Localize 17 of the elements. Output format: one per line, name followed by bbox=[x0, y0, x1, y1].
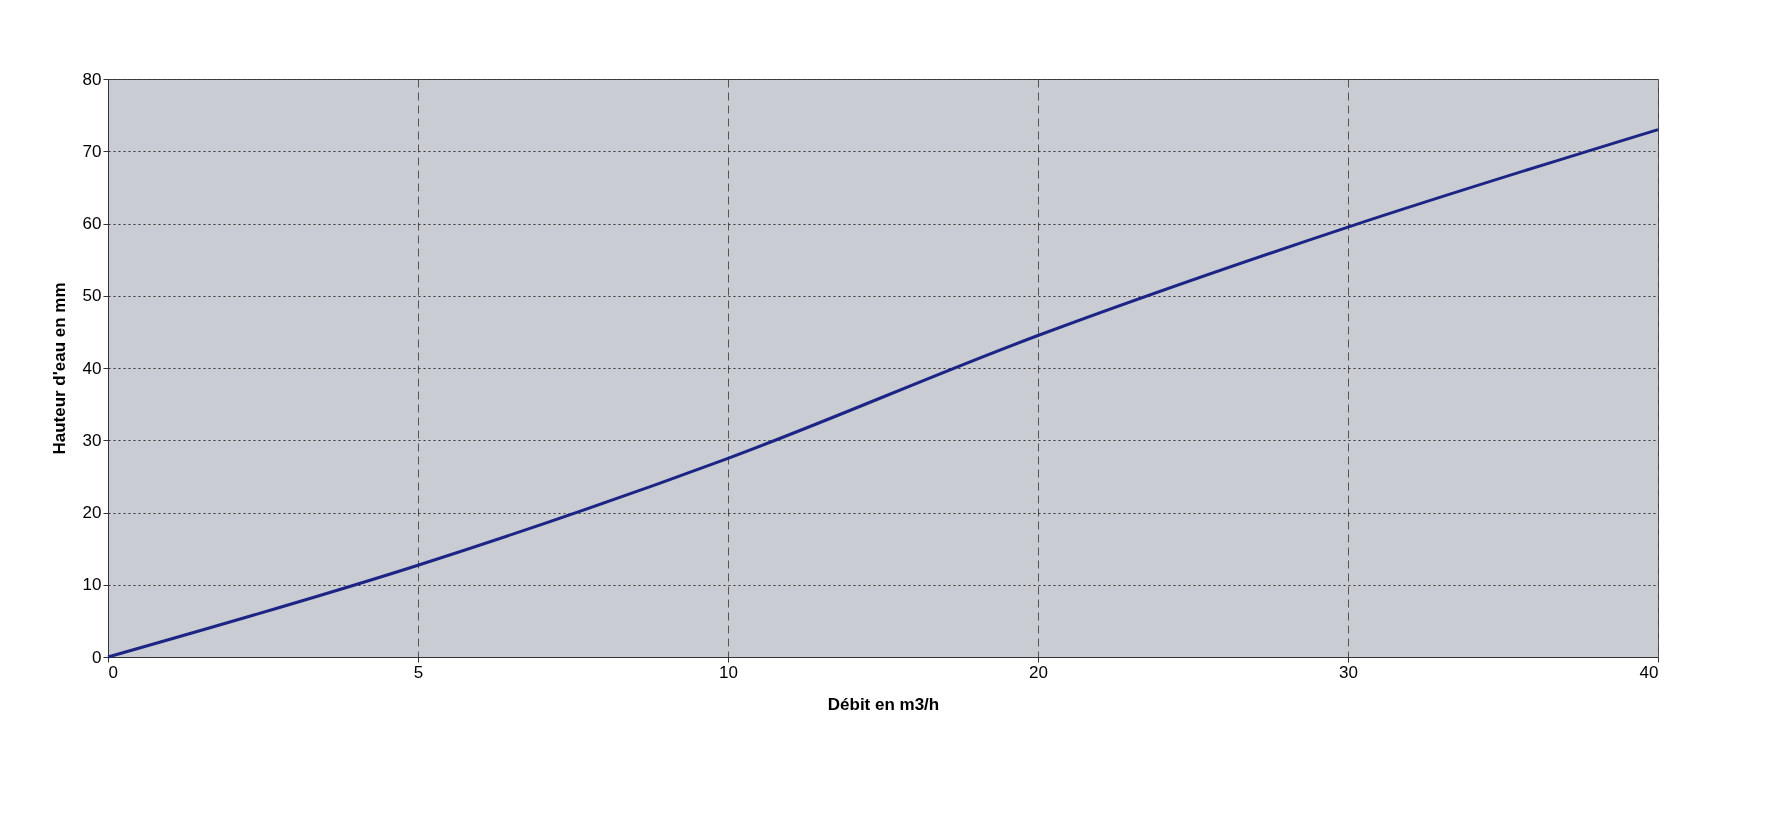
y-tick-label: 20 bbox=[82, 503, 102, 522]
x-tick-label: 40 bbox=[1639, 662, 1659, 682]
x-tick-label: 30 bbox=[1339, 662, 1358, 682]
y-axis-title: Hauteur d'eau en mm bbox=[49, 282, 69, 455]
y-tick-label: 50 bbox=[82, 286, 102, 306]
x-tick-label: 20 bbox=[1029, 662, 1048, 682]
y-tick-label: 30 bbox=[82, 430, 102, 450]
x-axis-title: Débit en m3/h bbox=[827, 694, 940, 714]
x-tick-label: 10 bbox=[719, 662, 738, 682]
y-tick-label: 70 bbox=[82, 141, 102, 161]
y-tick-label: 80 bbox=[82, 69, 102, 89]
x-tick-label: 0 bbox=[108, 662, 118, 682]
x-tick-label: 5 bbox=[413, 662, 424, 682]
y-tick-label: 0 bbox=[92, 647, 102, 667]
y-tick-label: 10 bbox=[82, 575, 102, 595]
y-tick-label: 60 bbox=[82, 214, 102, 233]
y-tick-label: 40 bbox=[82, 358, 102, 378]
